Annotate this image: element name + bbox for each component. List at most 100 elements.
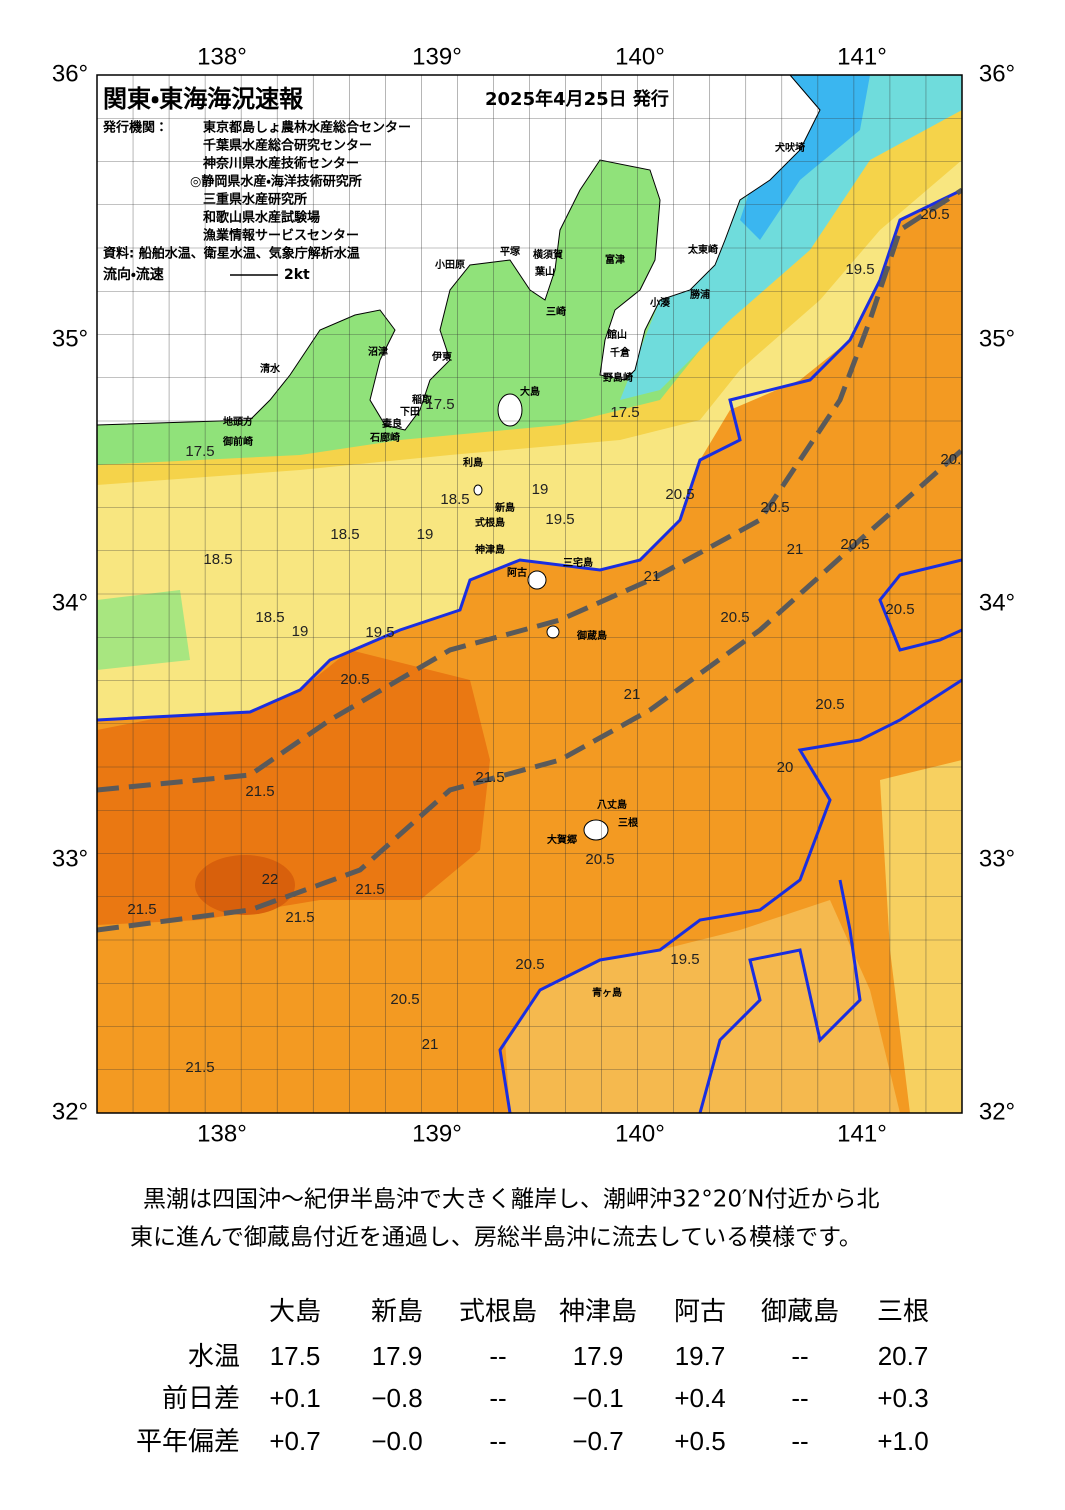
column-header: 神津島	[559, 1296, 637, 1326]
place-name: 清水	[260, 362, 281, 375]
kuroshio-edge	[698, 879, 862, 1113]
sea-hottest	[195, 855, 295, 915]
place-name: 地頭方	[223, 415, 253, 428]
contour-label: 20.5	[340, 671, 369, 688]
flow-label: 流向・流速	[103, 266, 164, 283]
contour-label: 20.5	[840, 536, 869, 553]
place-name: 葉山	[534, 265, 555, 278]
place-name: 新島	[494, 501, 515, 514]
island	[497, 393, 523, 427]
place-name: 横須賀	[533, 248, 563, 261]
cell: +0.1	[269, 1383, 320, 1413]
place-name: 式根島	[475, 516, 505, 529]
lon-label: 141°	[837, 43, 887, 70]
flow-scale: 2kt	[284, 267, 310, 283]
date: 2025年4月25日 発行	[485, 88, 669, 110]
column-header: 大島	[269, 1296, 321, 1326]
contour-label: 20.5	[940, 451, 969, 468]
cell: --	[489, 1426, 506, 1456]
contour-label: 18.5	[203, 551, 232, 568]
place-name: 野島崎	[603, 371, 633, 384]
island	[546, 625, 560, 639]
place-name: 千倉	[610, 346, 631, 359]
row-label: 水温	[188, 1341, 240, 1371]
contour-label: 18.5	[255, 609, 284, 626]
contour-label: 20.5	[515, 956, 544, 973]
contour-label: 17.5	[610, 404, 639, 421]
issuer-label: 発行機関：	[102, 120, 168, 136]
contour-label: 19	[417, 526, 434, 543]
sea-colder	[620, 75, 962, 400]
column-header: 式根島	[459, 1296, 537, 1326]
cell: --	[791, 1383, 808, 1413]
contour-label: 21	[624, 686, 641, 703]
column-header: 御蔵島	[761, 1296, 839, 1326]
place-name: 小田原	[434, 258, 465, 271]
lon-label: 141°	[837, 1120, 887, 1147]
islands	[473, 393, 609, 841]
title: 関東・東海海況速報	[103, 85, 304, 113]
contour-label: 18.5	[440, 491, 469, 508]
issuer: ◎静岡県水産・海洋技術研究所	[190, 174, 362, 190]
kuroshio-axis	[97, 448, 962, 933]
sea-mild	[880, 760, 962, 1113]
cell: 17.9	[573, 1341, 624, 1371]
place-name: 御前崎	[222, 435, 253, 448]
contour-label: 20.5	[585, 851, 614, 868]
row-label: 平年偏差	[136, 1426, 240, 1456]
contour-label: 21	[644, 568, 661, 585]
issuer: 三重県水産研究所	[203, 192, 307, 208]
place-name: 館山	[606, 328, 627, 341]
place-name: 太東崎	[687, 243, 718, 256]
place-name: 神津島	[474, 543, 505, 556]
contour-label: 21	[422, 1036, 439, 1053]
contour-label: 17.5	[425, 396, 454, 413]
contour-label: 20.5	[920, 206, 949, 223]
lon-label: 138°	[197, 1120, 247, 1147]
contour-label: 19.5	[545, 511, 574, 528]
column-header: 三根	[877, 1296, 929, 1326]
column-header: 新島	[371, 1296, 423, 1326]
cell: 17.5	[270, 1341, 321, 1371]
contour-label: 21.5	[185, 1059, 214, 1076]
cell: +0.7	[269, 1426, 320, 1456]
grid	[97, 75, 962, 1113]
island	[527, 570, 547, 590]
lat-label: 32°	[979, 1098, 1015, 1125]
contour-label: 19.5	[670, 951, 699, 968]
contour-label: 20.5	[760, 499, 789, 516]
map-labels: 大島利島新島式根島神津島三宅島阿古御蔵島八丈島三根大賀郷青ヶ島犬吠埼太東崎勝浦小…	[127, 141, 969, 1076]
contour-label: 21.5	[245, 783, 274, 800]
contour-label: 21.5	[285, 909, 314, 926]
place-name: 三根	[618, 816, 639, 829]
issuer: 和歌山県水産試験場	[203, 210, 320, 226]
cell: −0.1	[572, 1383, 623, 1413]
lon-label: 139°	[412, 43, 462, 70]
lat-label: 36°	[52, 60, 88, 87]
cell: --	[489, 1383, 506, 1413]
place-name: 小湊	[649, 296, 671, 309]
contour-label: 19.5	[365, 624, 394, 641]
contour-label: 20.5	[815, 696, 844, 713]
land	[97, 75, 821, 431]
place-name: 三宅島	[563, 556, 593, 569]
map-frame	[96, 74, 963, 1114]
place-name: 富津	[605, 253, 625, 266]
contour-label: 19	[532, 481, 549, 498]
column-header: 阿古	[674, 1296, 726, 1326]
kuroshio-edge	[97, 188, 962, 722]
lat-label: 32°	[52, 1098, 88, 1125]
lat-label: 34°	[979, 589, 1015, 616]
place-name: 勝浦	[690, 288, 710, 301]
contour-label: 20.5	[720, 609, 749, 626]
lat-label: 36°	[979, 60, 1015, 87]
place-name: 御蔵島	[576, 629, 607, 642]
lat-label: 34°	[52, 589, 88, 616]
kuroshio-edge	[498, 678, 962, 1113]
cell: −0.0	[371, 1426, 422, 1456]
lat-label: 35°	[52, 325, 88, 352]
place-name: 青ヶ島	[592, 986, 622, 999]
place-name: 下田	[400, 406, 420, 418]
place-name: 阿古	[507, 566, 527, 579]
